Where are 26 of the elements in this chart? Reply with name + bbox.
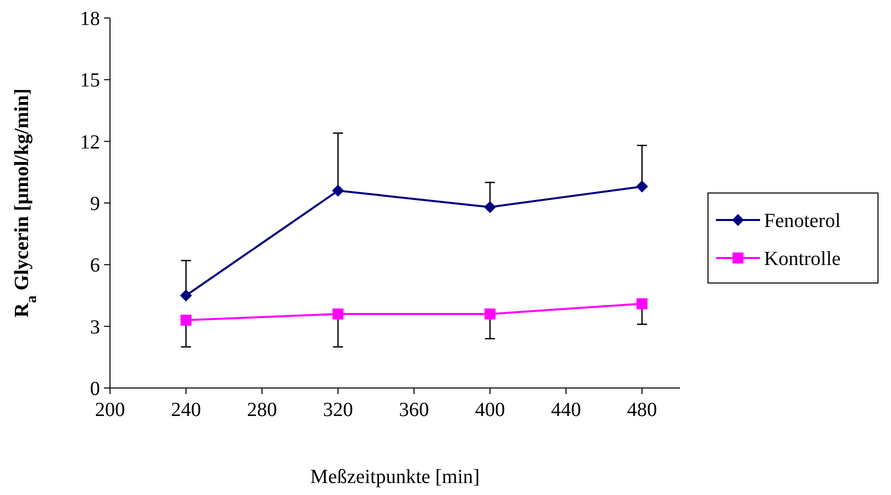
x-axis-title: Meßzeitpunkte [min] [310,466,480,488]
y-tick-label: 0 [90,378,100,400]
x-tick-label: 360 [399,399,429,421]
y-tick-label: 6 [90,254,100,277]
legend-label: Kontrolle [764,248,841,270]
point [484,201,496,214]
x-tick-label: 440 [551,399,581,421]
point [180,290,192,302]
legend-label: Fenoterol [764,210,842,232]
point [636,298,648,310]
x-tick-label: 400 [475,399,505,421]
y-tick-label: 18 [80,8,100,30]
y-tick-label: 3 [90,316,100,338]
x-tick-label: 320 [323,399,353,421]
y-tick-label: 9 [90,193,100,215]
y-tick-label: 12 [80,131,100,154]
point [332,184,344,197]
x-tick-label: 200 [95,399,125,421]
point [332,308,344,320]
x-tick-label: 240 [171,399,201,421]
x-tick-label: 280 [247,399,277,421]
point [636,180,648,193]
point [180,314,192,326]
y-tick-label: 15 [80,70,100,92]
point [484,308,496,320]
x-tick-label: 480 [627,399,657,421]
